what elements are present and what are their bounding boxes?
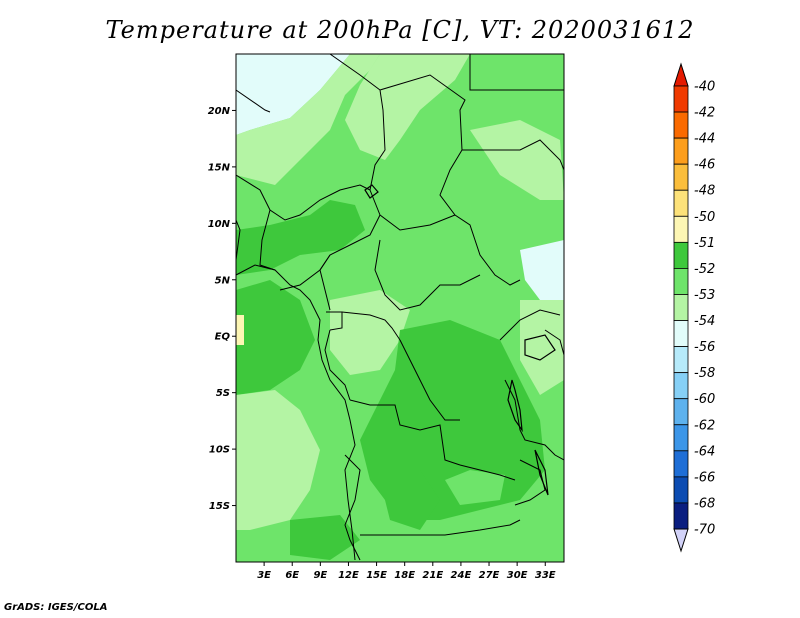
footer-credit: GrADS: IGES/COLA — [4, 602, 108, 613]
colorbar-segment — [673, 137, 689, 165]
map-frame — [235, 53, 565, 563]
lat-tick-label: 15N — [208, 162, 231, 173]
colorbar-segment — [673, 163, 689, 191]
lon-tick-label: 18E — [394, 570, 415, 581]
field-region-54-north — [236, 54, 380, 185]
colorbar-segment — [673, 372, 689, 400]
field-region-56-east — [520, 240, 564, 300]
lon-tick-label: 12E — [338, 570, 359, 581]
colorbar-label: -58 — [694, 366, 715, 381]
lat-tick-label: 5N — [215, 275, 231, 286]
lon-tick-label: 24E — [451, 570, 472, 581]
colorbar-label: -68 — [694, 496, 715, 511]
colorbar-segment — [673, 398, 689, 426]
colorbar-label: -50 — [694, 210, 715, 225]
field-region-52-gulf — [236, 280, 315, 395]
colorbar-segment — [673, 111, 689, 139]
colorbar-segment — [673, 450, 689, 478]
colorbar-top-arrow — [673, 62, 689, 87]
field-region-53-ne — [470, 54, 564, 110]
colorbar-segment — [673, 346, 689, 374]
colorbar-label: -60 — [694, 392, 715, 407]
field-region-54-atlantic — [236, 390, 320, 530]
chart-title: Temperature at 200hPa [C], VT: 202003161… — [105, 16, 695, 44]
colorbar-label: -54 — [694, 314, 715, 329]
lat-tick-label: EQ — [215, 332, 231, 343]
colorbar-segment — [673, 241, 689, 269]
lakes — [364, 184, 556, 496]
colorbar-label: -48 — [694, 184, 715, 199]
colorbar-segment — [673, 268, 689, 295]
colorbar-segment — [673, 189, 689, 217]
field-region-53-angola-hole — [445, 470, 505, 505]
colorbar-label: -42 — [694, 106, 715, 121]
lat-tick-label: 10S — [209, 445, 230, 456]
colorbar-bottom-arrow — [673, 528, 689, 553]
lon-tick-label: 21E — [422, 570, 443, 581]
colorbar-segment — [673, 215, 689, 243]
colorbar-label: -46 — [694, 158, 715, 173]
colorbar-label: -44 — [694, 132, 715, 147]
field-region-54-chad — [345, 54, 470, 160]
colorbar-segment — [673, 424, 689, 452]
field-region-52-nigeria — [236, 200, 365, 275]
colorbar-segment — [673, 294, 689, 321]
colorbar-label: -51 — [694, 236, 715, 251]
colorbar-label: -52 — [694, 262, 715, 277]
longitude-axis: 3E 6E 9E 12E 15E 18E 21E 24E 27E 30E 33E — [257, 562, 556, 581]
field-region-54-congo — [330, 290, 410, 375]
colorbar-label: -62 — [694, 418, 715, 433]
lat-tick-label: 10N — [208, 219, 231, 230]
colorbar-segment — [673, 85, 689, 113]
field-region-54-lakes — [520, 300, 564, 395]
colorbar-label: -64 — [694, 444, 715, 459]
field-region-56-northwest — [236, 54, 350, 135]
colorbar-label: -56 — [694, 340, 715, 355]
field-region-52-south — [380, 470, 440, 530]
lon-tick-label: 27E — [479, 570, 500, 581]
colorbar-label: -53 — [694, 288, 715, 303]
lon-tick-label: 30E — [507, 570, 528, 581]
lat-tick-label: 5S — [216, 388, 230, 399]
lat-tick-label: 20N — [208, 106, 231, 117]
colorbar-segment — [673, 476, 689, 504]
lon-tick-label: 9E — [313, 570, 327, 581]
colorbar-label: -40 — [694, 80, 715, 95]
colorbar: -40 -42 -44 -46 -48 -50 -51 -52 -53 -54 -56 -58 -60 -… — [673, 62, 715, 553]
colorbar-label: -70 — [694, 523, 715, 538]
coastline — [236, 219, 356, 561]
lon-tick-label: 6E — [285, 570, 299, 581]
colorbar-label: -66 — [694, 470, 715, 485]
field-region-51-west — [236, 315, 244, 345]
field-region-52-sw — [290, 515, 360, 560]
temperature-field — [236, 54, 564, 562]
lon-tick-label: 33E — [535, 570, 556, 581]
lon-tick-label: 15E — [366, 570, 387, 581]
lon-tick-label: 3E — [257, 570, 271, 581]
latitude-axis: 20N 15N 10N 5N EQ 5S 10S 15S — [208, 106, 236, 512]
colorbar-segment — [673, 502, 689, 530]
colorbar-segment — [673, 320, 689, 347]
lat-tick-label: 15S — [209, 501, 230, 512]
